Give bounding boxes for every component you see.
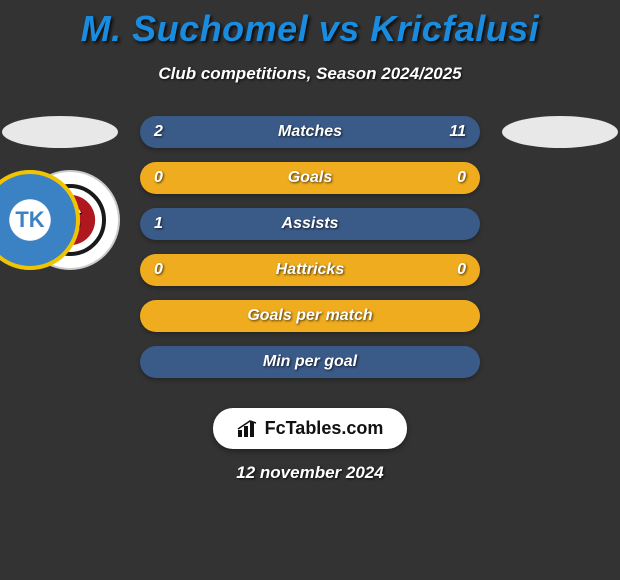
stat-label: Hattricks xyxy=(154,261,466,279)
brand-text: FcTables.com xyxy=(265,418,384,439)
teplice-logo-letters: TK xyxy=(15,207,44,233)
stat-right-value: 0 xyxy=(457,261,466,279)
stat-row-goals-per-match: Goals per match xyxy=(140,300,480,332)
stats-list: 2 Matches 11 0 Goals 0 1 Assists 0 Hattr… xyxy=(140,116,480,378)
stat-right-value: 0 xyxy=(457,169,466,187)
stat-left-value: 1 xyxy=(154,215,163,233)
stat-label: Goals xyxy=(154,169,466,187)
stat-left-value: 0 xyxy=(154,169,163,187)
stat-row-matches: 2 Matches 11 xyxy=(140,116,480,148)
subtitle: Club competitions, Season 2024/2025 xyxy=(0,64,620,84)
stat-row-goals: 0 Goals 0 xyxy=(140,162,480,194)
stat-label: Goals per match xyxy=(154,307,466,325)
stat-row-assists: 1 Assists xyxy=(140,208,480,240)
stat-row-hattricks: 0 Hattricks 0 xyxy=(140,254,480,286)
comparison-area: TK 2 Matches 11 0 Goals 0 1 Assists 0 Ha… xyxy=(0,116,620,396)
stat-row-min-per-goal: Min per goal xyxy=(140,346,480,378)
generation-date: 12 november 2024 xyxy=(236,463,383,483)
stat-label: Matches xyxy=(154,123,466,141)
left-player-ellipse xyxy=(2,116,118,148)
stat-left-value: 0 xyxy=(154,261,163,279)
right-player-ellipse xyxy=(502,116,618,148)
stat-label: Min per goal xyxy=(154,353,466,371)
chart-icon xyxy=(237,420,259,438)
stat-left-value: 2 xyxy=(154,123,163,141)
footer: FcTables.com 12 november 2024 xyxy=(0,408,620,483)
stat-right-value: 11 xyxy=(449,123,466,141)
page-title: M. Suchomel vs Kricfalusi xyxy=(0,0,620,50)
brand-badge[interactable]: FcTables.com xyxy=(213,408,408,449)
stat-label: Assists xyxy=(154,215,466,233)
